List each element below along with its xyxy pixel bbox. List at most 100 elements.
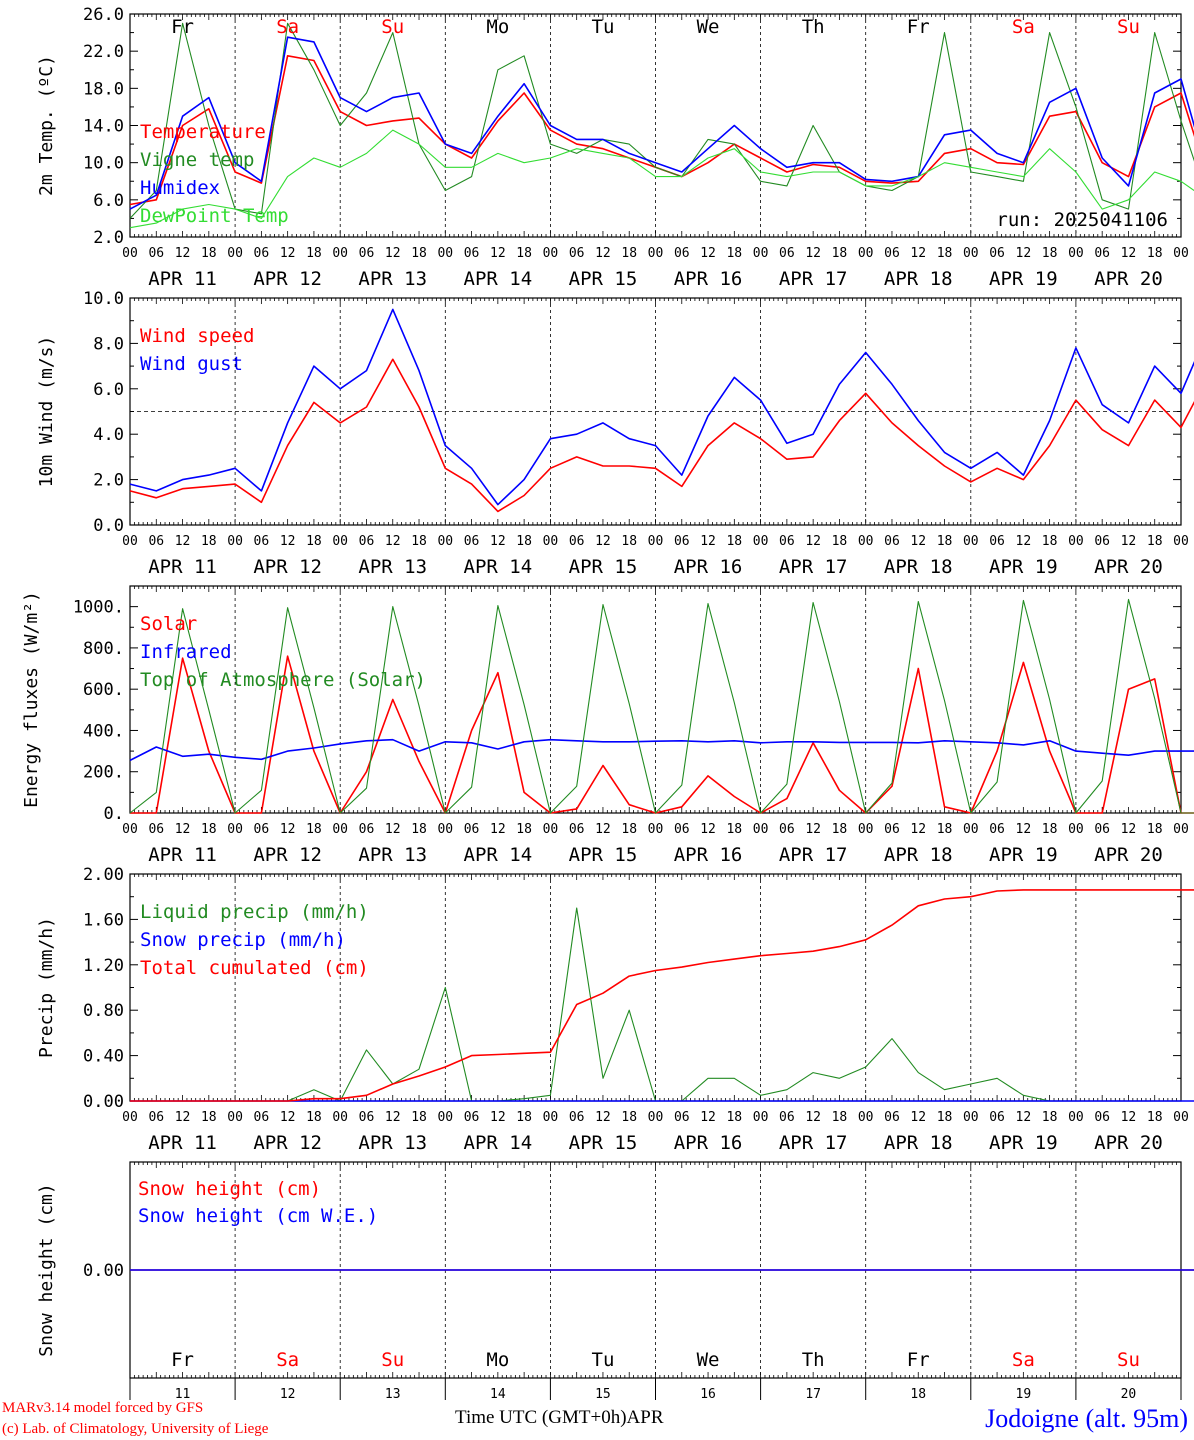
- legend-entry: Snow height (cm W.E.): [138, 1205, 378, 1227]
- hour-label: 06: [989, 1110, 1005, 1125]
- y-axis-title: Snow height (cm): [36, 1183, 57, 1356]
- date-label: APR 14: [464, 268, 533, 290]
- hour-label: 00: [1068, 534, 1084, 549]
- hour-label: 00: [332, 822, 348, 837]
- hour-label: 18: [726, 246, 742, 261]
- date-label: APR 19: [989, 1132, 1058, 1154]
- hour-label: 00: [437, 822, 453, 837]
- hour-label: 06: [779, 246, 795, 261]
- time-axis-month: APR: [626, 1407, 664, 1428]
- hour-label: 00: [122, 822, 138, 837]
- time-axis-label: Time UTC (GMT+0h)APR: [455, 1407, 664, 1429]
- day-number: 14: [490, 1387, 506, 1402]
- date-label: APR 13: [358, 556, 427, 578]
- hour-label: 18: [516, 246, 532, 261]
- hour-label: 00: [1173, 246, 1189, 261]
- date-label: APR 15: [569, 268, 638, 290]
- hour-label: 00: [858, 822, 874, 837]
- weekday-label: Sa: [1012, 16, 1035, 38]
- date-label: APR 19: [989, 268, 1058, 290]
- legend-entry: Wind gust: [140, 353, 243, 375]
- hour-label: 12: [1016, 822, 1032, 837]
- weekday-label: Fr: [907, 1349, 930, 1371]
- hour-label: 18: [621, 246, 637, 261]
- day-number: 18: [910, 1387, 926, 1402]
- hour-label: 06: [464, 822, 480, 837]
- date-label: APR 12: [253, 1132, 322, 1154]
- hour-label: 12: [175, 822, 191, 837]
- y-tick-label: 800.: [83, 639, 124, 659]
- hour-label: 18: [621, 534, 637, 549]
- weekday-label: Tu: [592, 16, 615, 38]
- series-line-2: [129, 738, 1194, 762]
- hour-label: 18: [726, 1110, 742, 1125]
- hour-label: 00: [122, 246, 138, 261]
- hour-label: 12: [280, 246, 296, 261]
- y-tick-label: 0.40: [83, 1047, 124, 1067]
- weekday-label: Mo: [486, 16, 509, 38]
- hour-label: 00: [858, 1110, 874, 1125]
- hour-label: 18: [306, 246, 322, 261]
- panel-precip: 0.00 0.40 0.80 1.20 1.60 2.00 Precip (mm/h) Liq…: [36, 865, 1194, 1154]
- y-tick-label: 400.: [83, 721, 124, 741]
- y-tick-label: 2.0: [93, 471, 124, 491]
- weekday-label: Mo: [486, 1349, 509, 1371]
- y-tick-label: 0.00: [83, 1261, 124, 1281]
- weekday-label: Fr: [171, 16, 194, 38]
- hour-label: 06: [359, 1110, 375, 1125]
- hour-label: 00: [122, 534, 138, 549]
- hour-label: 12: [175, 1110, 191, 1125]
- weekday-label: Su: [1117, 16, 1140, 38]
- y-tick-label: 1.60: [83, 910, 124, 930]
- date-label: APR 11: [148, 844, 217, 866]
- date-label: APR 20: [1094, 1132, 1163, 1154]
- hour-label: 12: [805, 246, 821, 261]
- date-label: APR 20: [1094, 268, 1163, 290]
- weekday-label: Su: [1117, 1349, 1140, 1371]
- hour-label: 12: [385, 822, 401, 837]
- day-number: 11: [175, 1387, 191, 1402]
- hour-label: 06: [674, 534, 690, 549]
- y-tick-label: 26.0: [83, 5, 124, 25]
- hour-label: 12: [700, 246, 716, 261]
- date-label: APR 19: [989, 556, 1058, 578]
- day-number: 16: [700, 1387, 716, 1402]
- hour-label: 00: [648, 1110, 664, 1125]
- y-tick-label: 2.00: [83, 865, 124, 885]
- hour-label: 00: [437, 1110, 453, 1125]
- hour-label: 12: [1121, 822, 1137, 837]
- date-label: APR 14: [464, 1132, 533, 1154]
- hour-label: 06: [569, 822, 585, 837]
- hour-label: 06: [1094, 822, 1110, 837]
- weekday-label: Th: [802, 1349, 825, 1371]
- hour-label: 00: [227, 1110, 243, 1125]
- hour-label: 12: [595, 822, 611, 837]
- date-label: APR 19: [989, 844, 1058, 866]
- hour-label: 00: [543, 1110, 559, 1125]
- hour-label: 06: [884, 1110, 900, 1125]
- hour-label: 00: [332, 1110, 348, 1125]
- y-tick-label: 0.80: [83, 1001, 124, 1021]
- hour-label: 00: [543, 822, 559, 837]
- y-tick-label: 18.0: [83, 79, 124, 99]
- date-label: APR 16: [674, 556, 743, 578]
- hour-label: 00: [1068, 246, 1084, 261]
- y-tick-label: 2.0: [93, 228, 124, 248]
- day-number: 15: [595, 1387, 611, 1402]
- hour-label: 12: [700, 1110, 716, 1125]
- hour-label: 00: [543, 246, 559, 261]
- hour-label: 00: [648, 822, 664, 837]
- y-axis-title: 10m Wind (m/s): [36, 336, 57, 488]
- hour-label: 12: [910, 246, 926, 261]
- hour-label: 12: [1121, 1110, 1137, 1125]
- hour-label: 06: [779, 822, 795, 837]
- hour-label: 18: [1042, 534, 1058, 549]
- hour-label: 18: [1042, 1110, 1058, 1125]
- hour-label: 18: [937, 1110, 953, 1125]
- y-tick-label: 10.0: [83, 154, 124, 174]
- weekday-label: Th: [802, 16, 825, 38]
- hour-label: 12: [1016, 246, 1032, 261]
- hour-label: 12: [805, 534, 821, 549]
- hour-label: 18: [201, 534, 217, 549]
- hour-label: 18: [1147, 246, 1163, 261]
